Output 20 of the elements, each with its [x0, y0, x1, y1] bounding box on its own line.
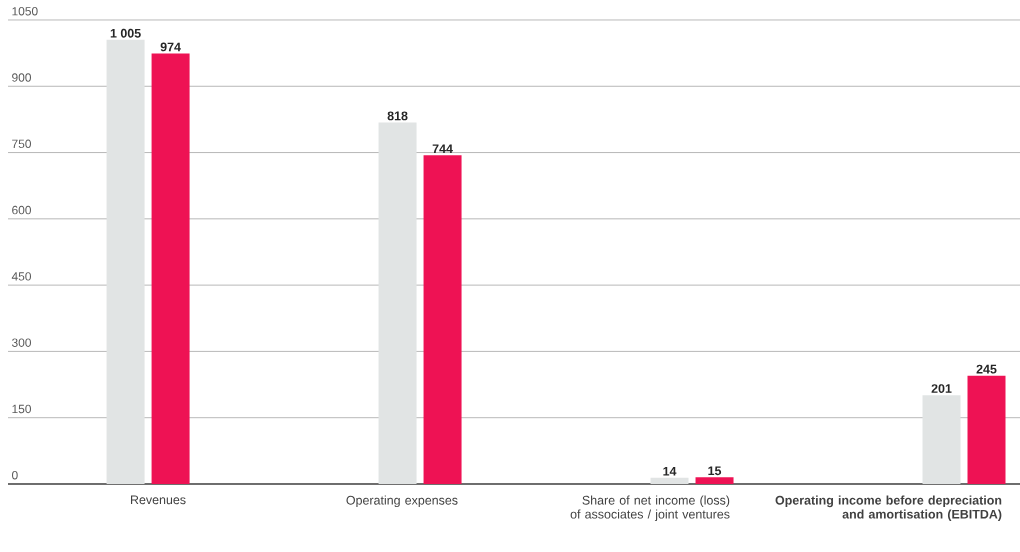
y-tick-label: 750: [12, 139, 32, 149]
data-label: 245: [976, 364, 997, 374]
data-label: 974: [160, 42, 181, 52]
x-tick-label: Operating expenses: [346, 495, 458, 508]
x-tick-label: Operating income before depreciation and amortisation (EBITDA): [775, 495, 1002, 522]
y-tick-label: 150: [12, 404, 32, 414]
data-label: 818: [387, 111, 408, 121]
y-tick-label: 450: [11, 272, 32, 281]
x-tick-label: Revenues: [130, 495, 186, 505]
data-label: 201: [931, 384, 952, 393]
y-tick-label: 1050: [12, 7, 38, 16]
data-label: 1 005: [110, 28, 141, 38]
y-tick-label: 300: [11, 338, 32, 347]
y-tick-label: 0: [12, 471, 18, 480]
y-tick-label: 600: [12, 205, 32, 215]
x-tick-label: Share of net income (loss) of associates / joint ventures: [570, 495, 730, 522]
y-tick-label: 900: [12, 73, 32, 82]
data-label: 14: [663, 467, 677, 476]
data-label: 744: [432, 144, 453, 154]
data-label: 15: [708, 466, 722, 476]
